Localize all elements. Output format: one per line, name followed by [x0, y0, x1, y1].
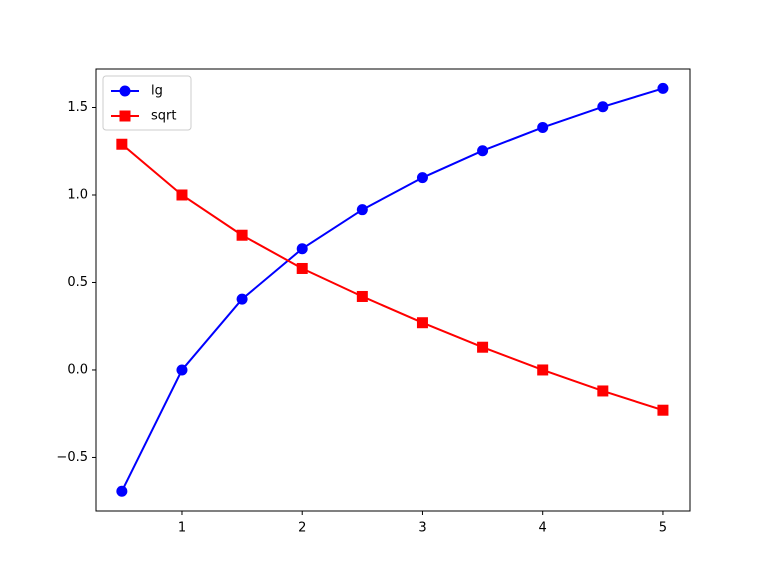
- y-tick-label: 1.5: [67, 100, 88, 115]
- y-tick-label: 0.0: [67, 362, 88, 377]
- data-point: [296, 262, 308, 274]
- data-point: [176, 189, 188, 201]
- legend-marker: [119, 110, 131, 122]
- y-tick-label: −0.5: [56, 450, 88, 465]
- x-tick-label: 1: [178, 521, 186, 536]
- data-point: [537, 121, 549, 133]
- x-tick-label: 5: [659, 521, 667, 536]
- data-point: [236, 293, 248, 305]
- series-line: [121, 143, 664, 412]
- data-point: [477, 341, 489, 353]
- data-point: [416, 172, 428, 184]
- x-tick-label: 3: [418, 521, 426, 536]
- data-point: [416, 317, 428, 329]
- data-point: [537, 364, 549, 376]
- series-line: [120, 87, 664, 492]
- data-point: [236, 229, 248, 241]
- plot-frame: [95, 68, 691, 512]
- data-point: [296, 243, 308, 255]
- x-tick-label: 4: [539, 521, 547, 536]
- data-point: [597, 385, 609, 397]
- data-point: [116, 138, 128, 150]
- data-point: [597, 101, 609, 113]
- legend-box: [102, 75, 192, 131]
- legend-label: lg: [151, 84, 163, 99]
- data-point: [657, 404, 669, 416]
- legend-label: sqrt: [151, 109, 176, 124]
- data-point: [356, 204, 368, 216]
- data-point: [176, 364, 188, 376]
- y-tick-label: 0.5: [67, 275, 88, 290]
- x-tick-label: 2: [298, 521, 306, 536]
- data-point: [477, 145, 489, 157]
- legend-marker: [119, 85, 131, 97]
- data-point: [116, 485, 128, 497]
- y-tick-label: 1.0: [67, 187, 88, 202]
- data-point: [657, 82, 669, 94]
- data-point: [356, 290, 368, 302]
